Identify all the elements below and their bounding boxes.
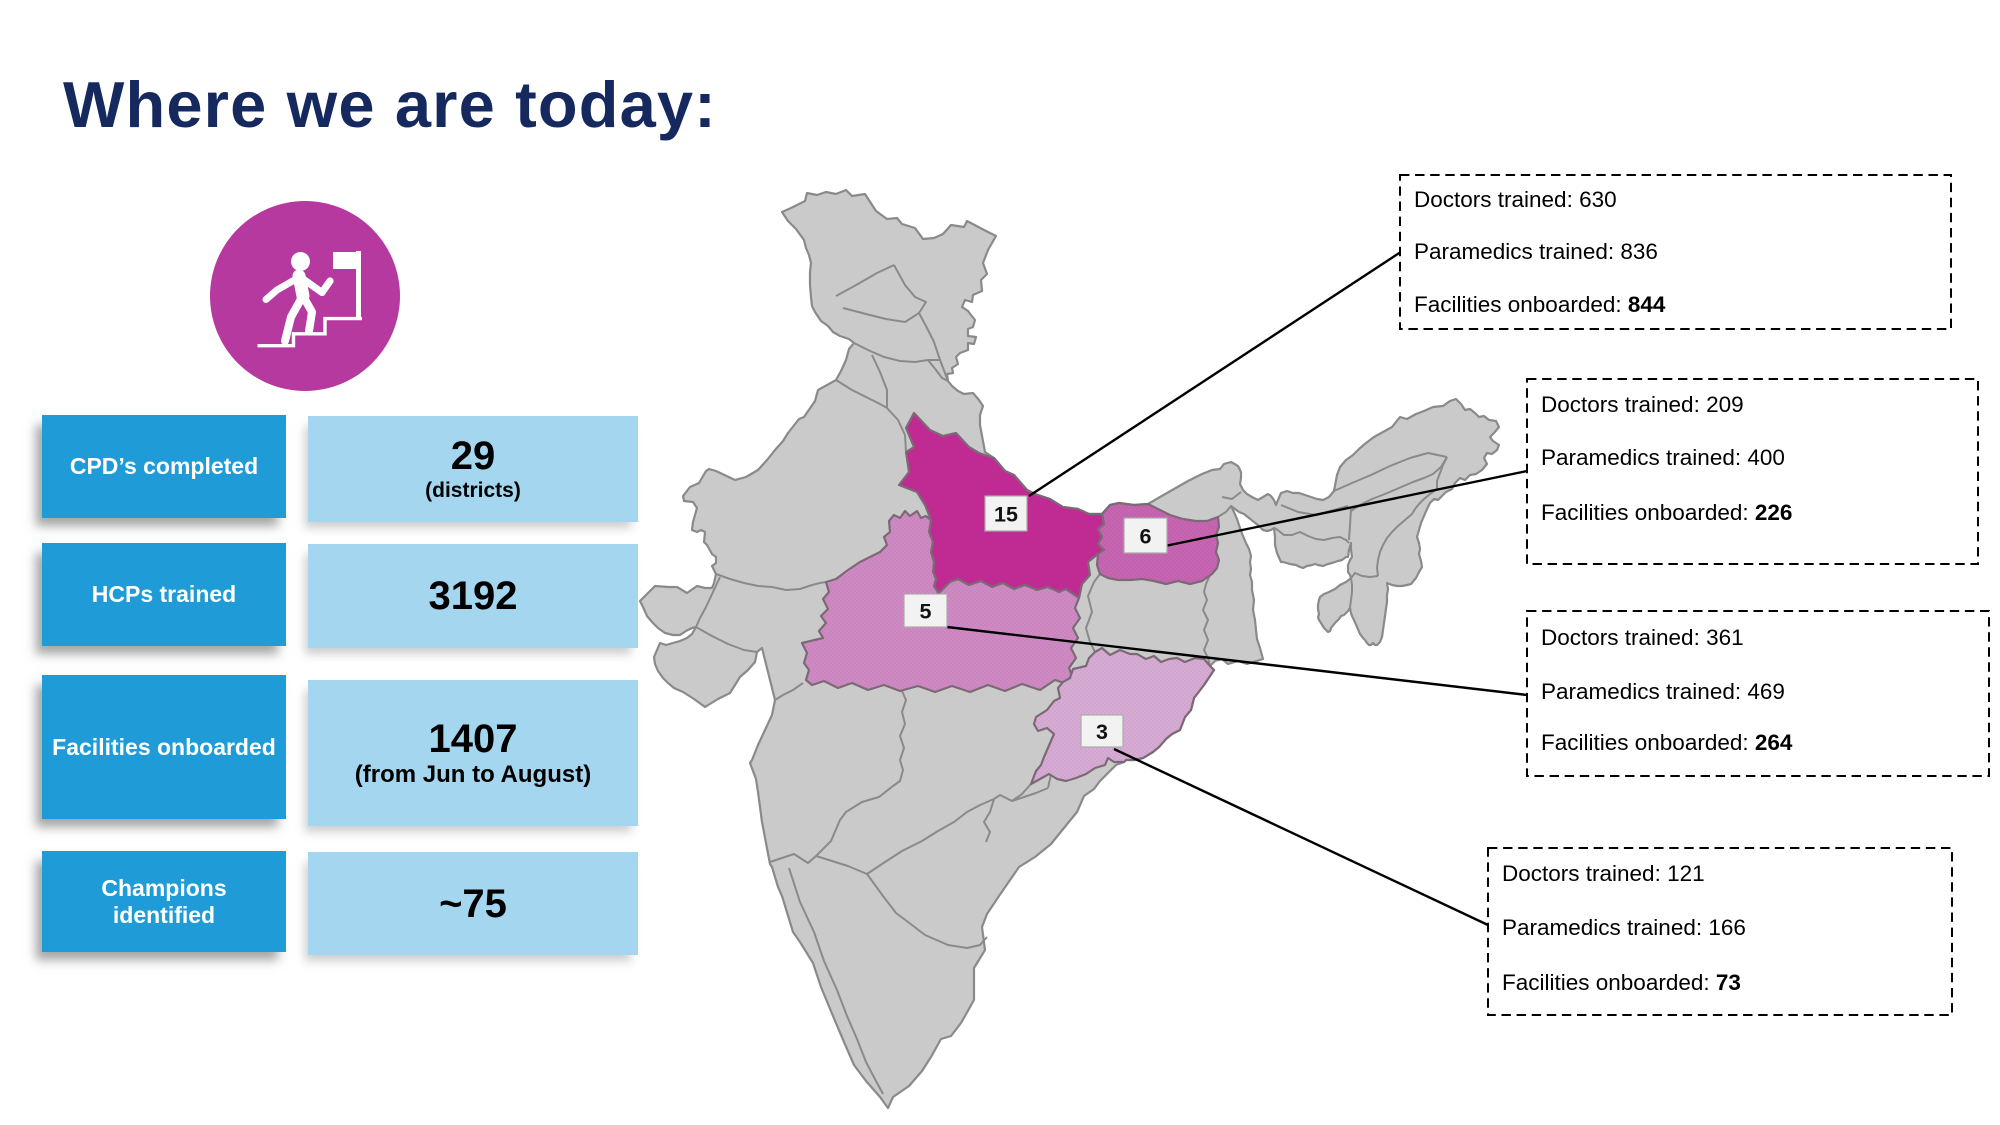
svg-text:15: 15 — [994, 503, 1018, 527]
svg-text:3: 3 — [1096, 720, 1108, 744]
svg-text:6: 6 — [1140, 525, 1152, 549]
svg-text:5: 5 — [920, 600, 932, 624]
